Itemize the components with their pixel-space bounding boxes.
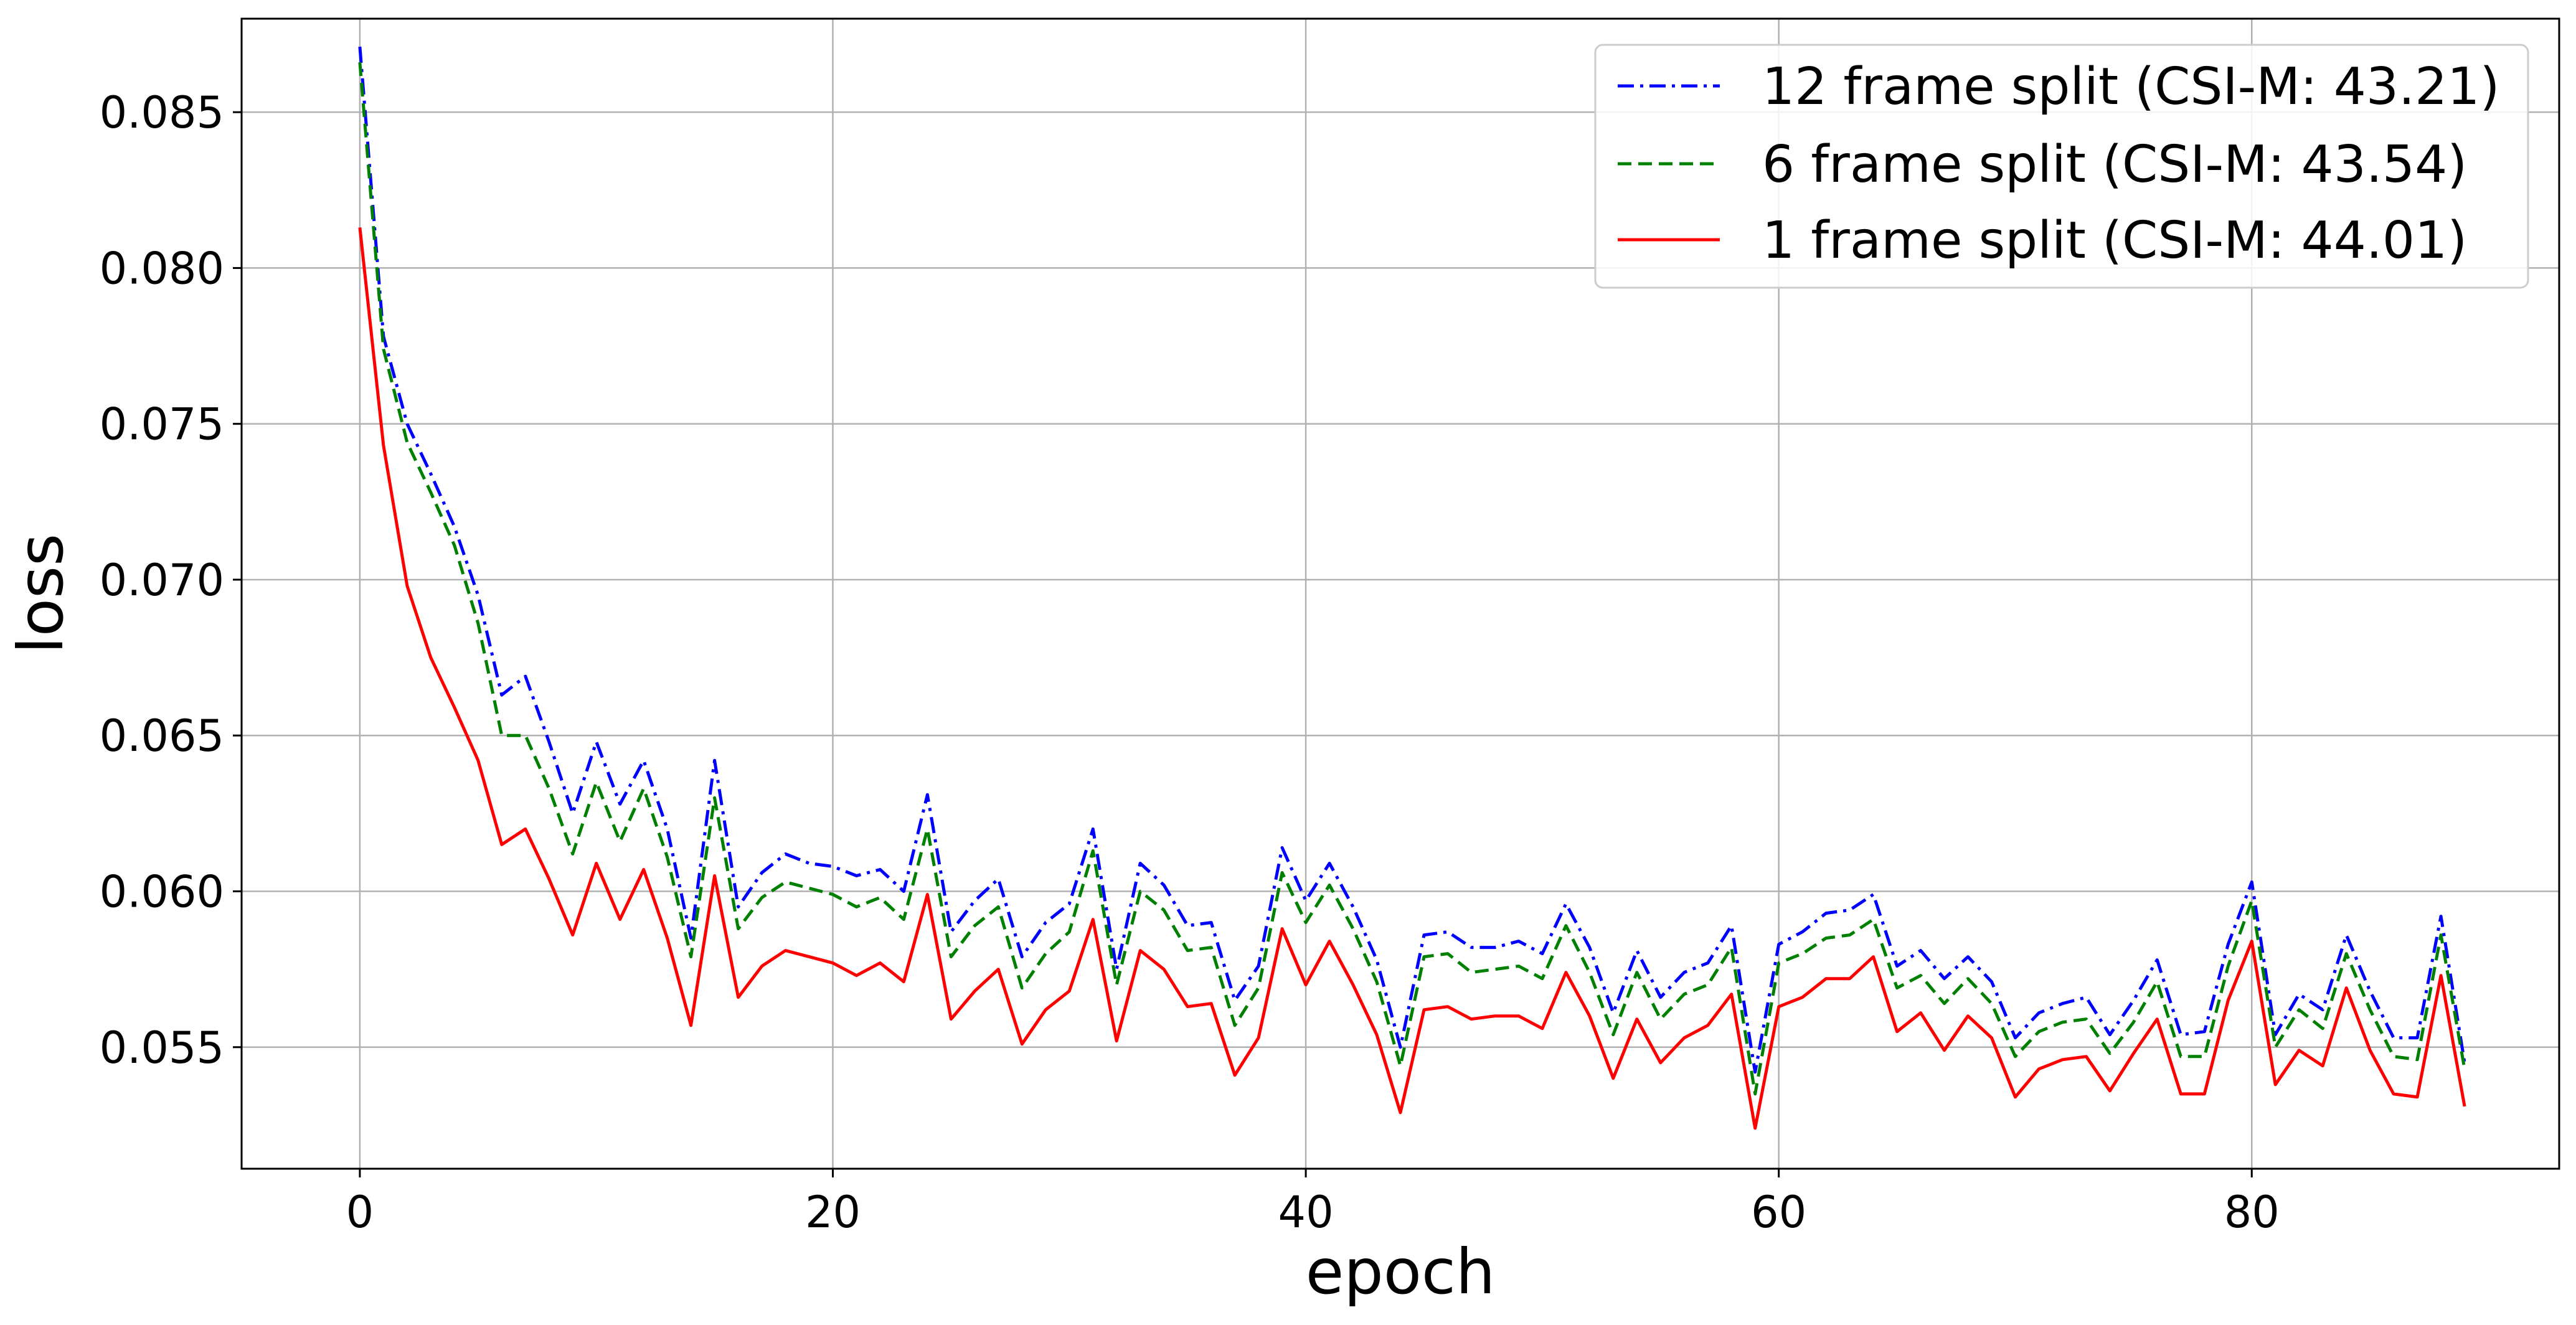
legend: 12 frame split (CSI-M: 43.21) 6 frame sp… [1594, 44, 2529, 289]
y-axis-title: loss [4, 534, 77, 654]
y-tick-label: 0.070 [100, 555, 224, 606]
series-lines [358, 46, 2466, 1130]
legend-label-12-frame-split: 12 frame split (CSI-M: 43.21) [1762, 57, 2499, 116]
y-tick-label: 0.055 [100, 1022, 224, 1073]
y-tick-label: 0.085 [100, 87, 224, 138]
y-tick-label: 0.075 [100, 399, 224, 450]
x-tick-label: 80 [2224, 1187, 2280, 1238]
x-tick-label: 60 [1751, 1187, 1806, 1238]
y-tick-label: 0.060 [100, 867, 224, 918]
legend-label-1-frame-split: 1 frame split (CSI-M: 44.01) [1762, 211, 2467, 270]
series-line-1-frame-split [358, 227, 2466, 1130]
plot-frame [240, 17, 2560, 1170]
y-tick-label: 0.065 [100, 710, 224, 762]
x-tick-label: 40 [1278, 1187, 1334, 1238]
legend-label-6-frame-split: 6 frame split (CSI-M: 43.54) [1762, 135, 2467, 194]
x-tick-label: 0 [346, 1187, 374, 1238]
y-tick-label: 0.080 [100, 243, 224, 294]
legend-box [1594, 44, 2529, 289]
series-line-12-frame-split [358, 46, 2466, 1074]
series-line-6-frame-split [358, 62, 2466, 1096]
x-axis-title: epoch [1306, 1235, 1496, 1308]
x-tick-label: 20 [805, 1187, 861, 1238]
axis-ticks: 0 20 40 60 80 0.055 0.060 0.065 0.070 0.075 0.080 0… [100, 87, 2280, 1238]
